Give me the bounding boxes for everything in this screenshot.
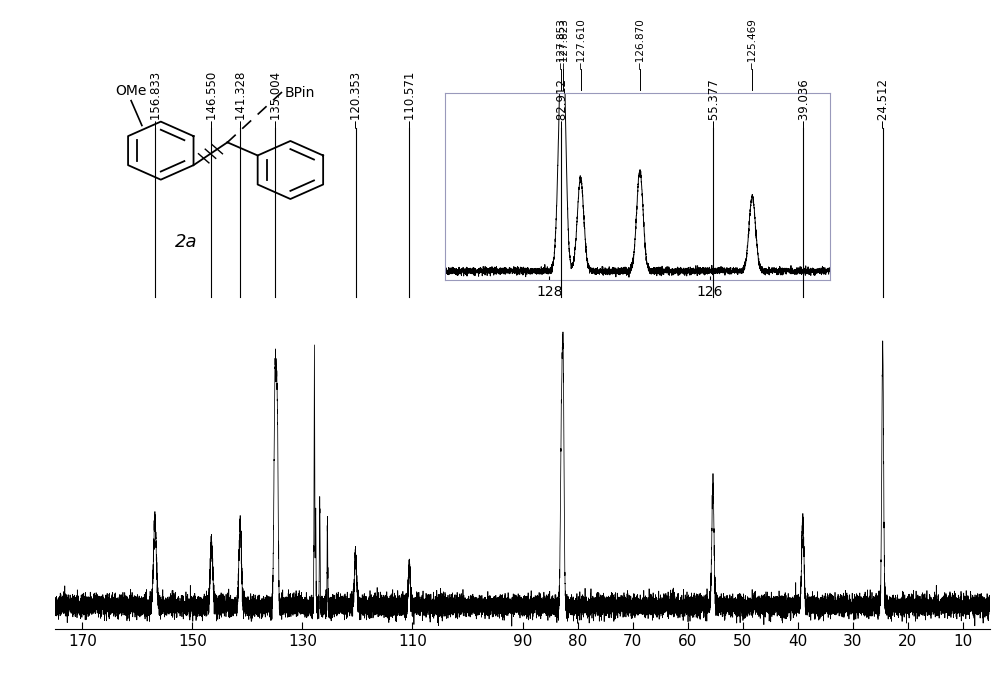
Text: −125.469: −125.469: [747, 17, 757, 69]
Text: −127.853: −127.853: [556, 17, 566, 69]
Text: −39.036: −39.036: [796, 77, 809, 128]
Text: −120.353: −120.353: [349, 70, 362, 128]
Text: −110.571: −110.571: [403, 70, 416, 128]
Text: BPin: BPin: [285, 86, 315, 100]
Text: −146.550: −146.550: [205, 70, 218, 128]
Text: −55.377: −55.377: [706, 77, 719, 128]
Text: −126.870: −126.870: [635, 17, 645, 69]
Text: −156.833: −156.833: [148, 70, 161, 128]
Text: −135.004: −135.004: [268, 70, 281, 128]
Text: 2a: 2a: [175, 233, 197, 251]
Text: −127.823: −127.823: [558, 17, 568, 69]
Text: −127.610: −127.610: [576, 17, 586, 69]
Text: −141.328: −141.328: [234, 70, 247, 128]
Text: OMe: OMe: [115, 84, 147, 98]
Text: −82.912: −82.912: [555, 77, 568, 128]
Text: −24.512: −24.512: [876, 77, 889, 128]
